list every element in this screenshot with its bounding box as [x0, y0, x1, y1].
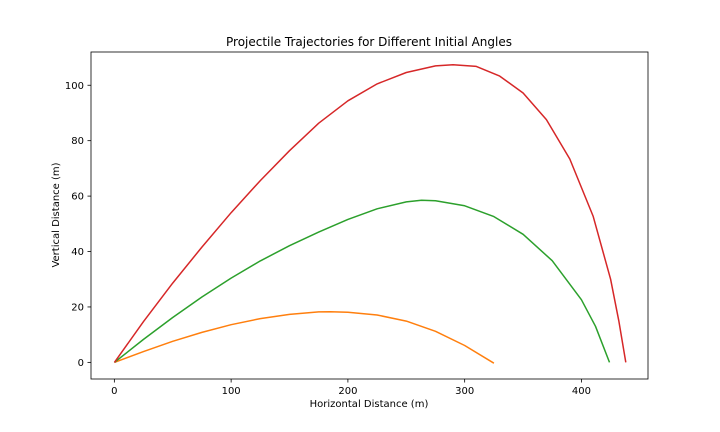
y-tick-label: 100 — [65, 81, 84, 92]
x-tick-label: 300 — [455, 386, 474, 397]
y-tick-label: 20 — [71, 302, 84, 313]
y-tick-label: 40 — [71, 247, 84, 258]
x-tick-label: 0 — [111, 386, 117, 397]
chart-title: Projectile Trajectories for Different In… — [226, 35, 512, 49]
y-axis-label: Vertical Distance (m) — [51, 162, 62, 267]
y-tick-label: 0 — [78, 358, 84, 369]
x-tick-label: 200 — [338, 386, 357, 397]
y-axis: 0 20 40 60 80 100 — [65, 81, 91, 369]
plot-area — [113, 63, 627, 364]
y-tick-label: 80 — [71, 136, 84, 147]
y-tick-label: 60 — [71, 192, 84, 203]
x-tick-label: 400 — [572, 386, 591, 397]
axes-frame — [90, 51, 649, 380]
series-line-2 — [113, 199, 611, 363]
x-axis-label: Horizontal Distance (m) — [310, 399, 429, 410]
x-axis: 0 100 200 300 400 — [111, 379, 591, 397]
series-line-1 — [114, 310, 495, 364]
x-tick-label: 100 — [222, 386, 241, 397]
series-line-3 — [113, 63, 627, 363]
